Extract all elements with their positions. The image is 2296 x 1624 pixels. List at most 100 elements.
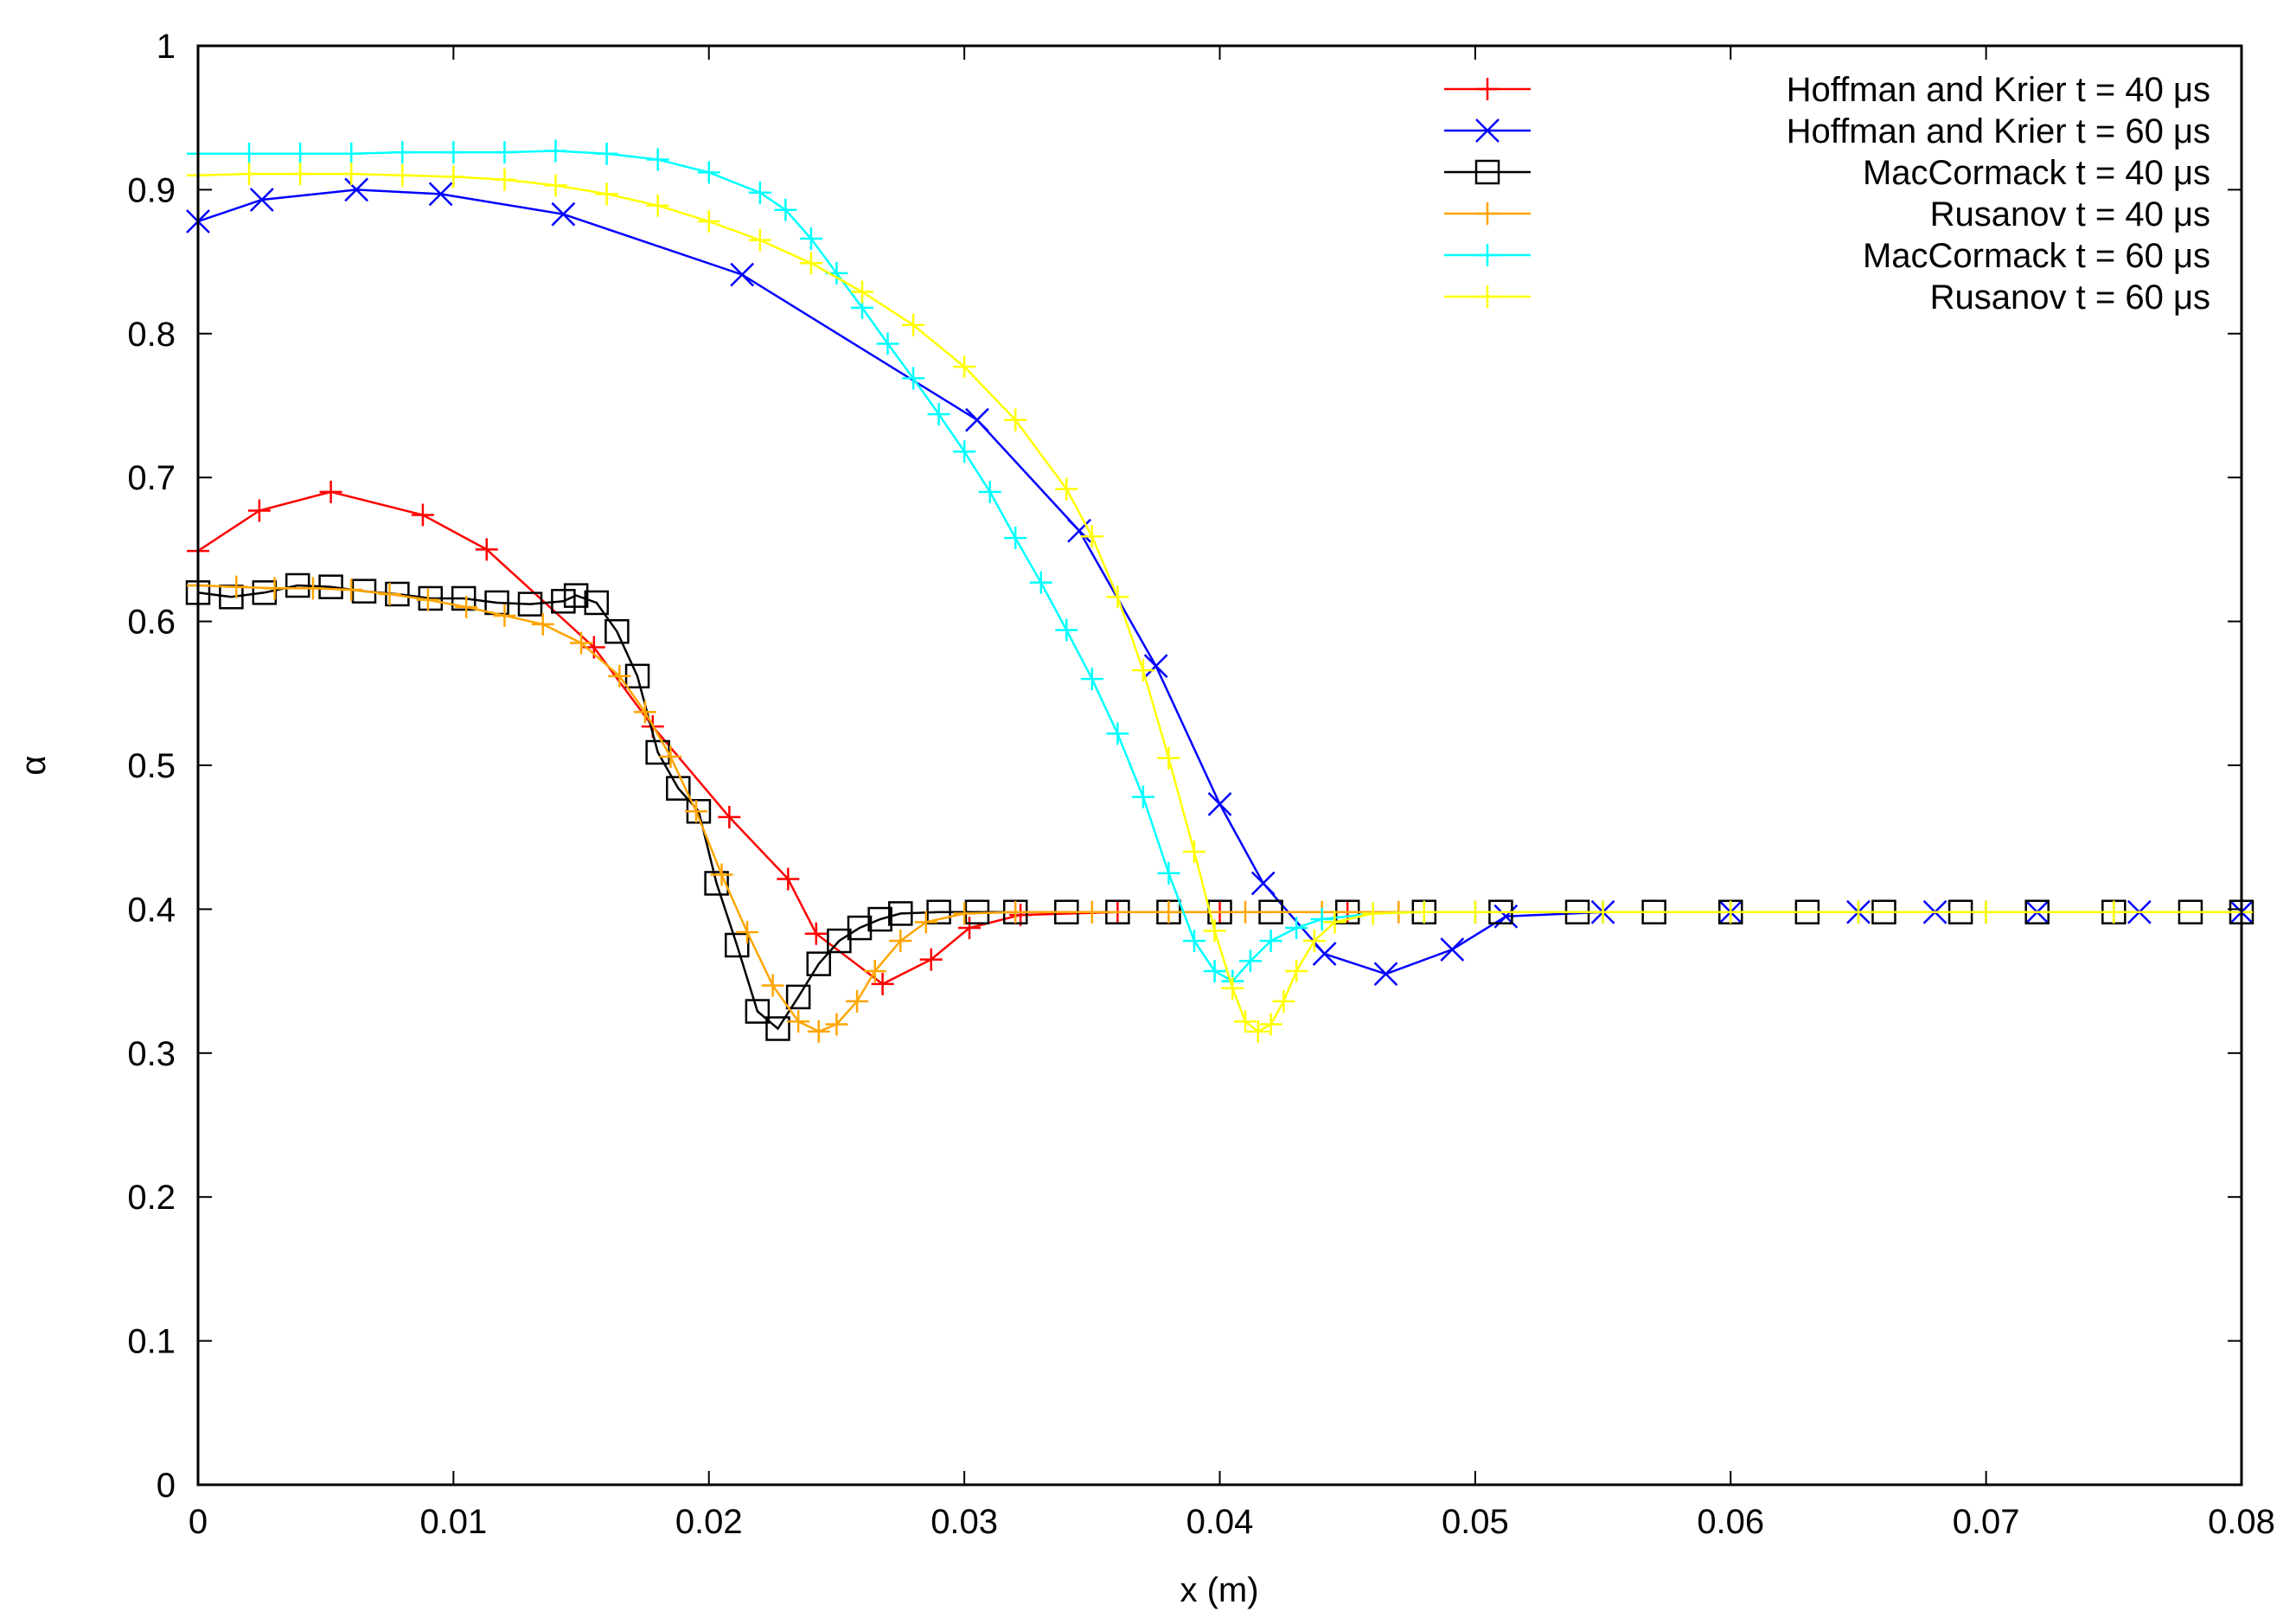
data-point (902, 367, 925, 390)
data-point (351, 579, 377, 604)
x-tick-label: 0.03 (931, 1503, 998, 1541)
data-point (806, 951, 832, 976)
data-point (799, 252, 822, 275)
legend-label: Hoffman and Krier t = 60 μs (1787, 112, 2210, 150)
x-tick-label: 0.06 (1697, 1503, 1764, 1541)
data-point (1361, 902, 1385, 925)
data-point (1004, 408, 1027, 432)
data-point (804, 922, 828, 945)
data-point (927, 402, 950, 425)
data-point (340, 163, 363, 186)
x-tick-label: 0.01 (419, 1503, 487, 1541)
data-point (825, 1013, 848, 1036)
data-point (1974, 900, 1998, 924)
y-tick-label: 0.2 (127, 1179, 176, 1217)
data-point (919, 948, 943, 971)
data-point (1846, 900, 1870, 924)
data-point (378, 582, 401, 605)
data-point (551, 201, 576, 227)
data-point (595, 182, 618, 206)
legend-item: Rusanov t = 60 μs (1444, 278, 2210, 316)
data-point (475, 538, 498, 561)
y-tick-label: 0.4 (127, 891, 176, 929)
data-point (888, 901, 913, 926)
data-point (1246, 1020, 1270, 1043)
data-point (718, 805, 741, 828)
data-point (318, 574, 343, 599)
data-point (953, 440, 976, 464)
data-point (1080, 668, 1103, 691)
data-point (1143, 654, 1168, 679)
data-point (850, 280, 873, 304)
legend-label: Rusanov t = 60 μs (1930, 278, 2210, 316)
data-point (1207, 792, 1232, 816)
data-point (225, 575, 248, 598)
data-point (659, 745, 682, 769)
data-point (1259, 1013, 1282, 1036)
data-point (827, 928, 852, 954)
data-point (1157, 746, 1180, 770)
data-point (1106, 585, 1129, 609)
data-point (953, 355, 976, 379)
y-tick-label: 0.7 (127, 459, 176, 497)
data-point (1250, 871, 1276, 896)
data-point (411, 503, 434, 527)
data-point (570, 631, 593, 655)
data-point (544, 174, 567, 197)
x-tick-label: 0.07 (1953, 1503, 2020, 1541)
data-point (748, 181, 771, 204)
y-tick-label: 0 (157, 1467, 176, 1505)
data-point (319, 480, 342, 503)
legend-item: Hoffman and Krier t = 40 μs (1444, 71, 2210, 109)
series-6 (187, 163, 2253, 1043)
data-point (646, 148, 669, 171)
data-point (761, 974, 784, 997)
data-point (745, 999, 771, 1024)
data-point (774, 198, 797, 221)
data-point (666, 776, 691, 801)
data-point (1131, 785, 1154, 809)
y-axis-title: α (15, 755, 53, 775)
data-point (684, 800, 707, 823)
data-point (978, 480, 1001, 503)
data-point (442, 141, 465, 164)
data-point (1004, 900, 1027, 924)
legend-label: Rusanov t = 40 μs (1930, 195, 2210, 233)
y-tick-label: 0.9 (127, 171, 176, 209)
data-point (1080, 900, 1103, 924)
data-point (1131, 659, 1154, 682)
data-point (958, 917, 982, 940)
data-point (1373, 962, 1398, 987)
data-point (551, 589, 576, 614)
data-point (871, 972, 894, 995)
y-tick-label: 0.3 (127, 1035, 176, 1073)
legend-item: MacCormack t = 60 μs (1444, 237, 2210, 275)
y-tick-label: 1 (157, 28, 176, 66)
data-point (697, 210, 720, 233)
data-point (1029, 571, 1052, 594)
data-point (238, 163, 261, 186)
data-point (1476, 78, 1499, 100)
data-point (247, 499, 271, 522)
data-point (563, 583, 589, 608)
data-point (847, 915, 873, 941)
data-point (736, 921, 759, 944)
y-axis: 0 0.1 0.2 0.3 0.4 0.5 0.6 0.7 0.8 0.9 1 (127, 28, 2242, 1505)
data-point (451, 585, 476, 611)
data-point (1157, 861, 1180, 885)
data-point (1203, 959, 1226, 982)
data-point (1719, 900, 1743, 924)
data-point (1080, 525, 1103, 548)
data-point (1259, 930, 1282, 953)
data-point (1476, 202, 1499, 225)
x-tick-label: 0.04 (1186, 1503, 1254, 1541)
data-point (876, 332, 899, 355)
data-point (604, 618, 630, 644)
data-point (531, 612, 554, 636)
data-point (340, 578, 363, 601)
x-axis-title: x (m) (1180, 1571, 1258, 1609)
data-point (263, 577, 286, 600)
data-point (608, 664, 631, 687)
